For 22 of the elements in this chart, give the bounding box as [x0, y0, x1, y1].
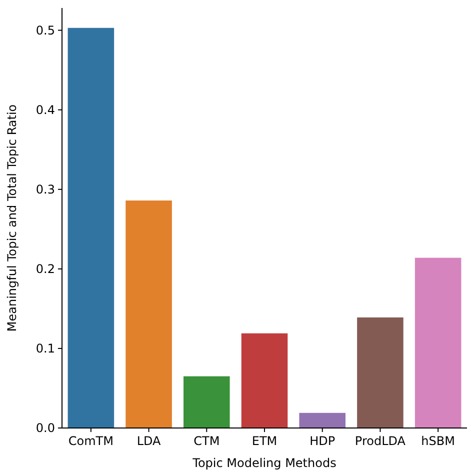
bar	[299, 412, 346, 428]
x-tick-label: ProdLDA	[354, 434, 406, 448]
y-tick-label: 0.1	[36, 342, 55, 356]
x-tick-label: ComTM	[68, 434, 114, 448]
bar	[184, 376, 230, 428]
y-tick-label: 0.2	[36, 262, 55, 276]
bar	[68, 28, 114, 428]
x-tick-label: LDA	[136, 434, 162, 448]
bar	[126, 200, 172, 428]
x-tick-label: CTM	[194, 434, 220, 448]
x-tick-label: hSBM	[421, 434, 455, 448]
x-tick-label: ETM	[252, 434, 278, 448]
y-axis-title: Meaningful Topic and Total Topic Ratio	[5, 104, 19, 332]
x-tick-label: HDP	[310, 434, 336, 448]
bar	[241, 333, 288, 428]
y-tick-label: 0.4	[36, 103, 55, 118]
bar	[357, 317, 404, 428]
y-tick-label: 0.5	[36, 23, 55, 38]
y-tick-label: 0.0	[36, 421, 55, 436]
y-tick-label: 0.3	[36, 182, 55, 197]
x-axis-title: Topic Modeling Methods	[192, 456, 336, 470]
bar	[414, 258, 462, 428]
